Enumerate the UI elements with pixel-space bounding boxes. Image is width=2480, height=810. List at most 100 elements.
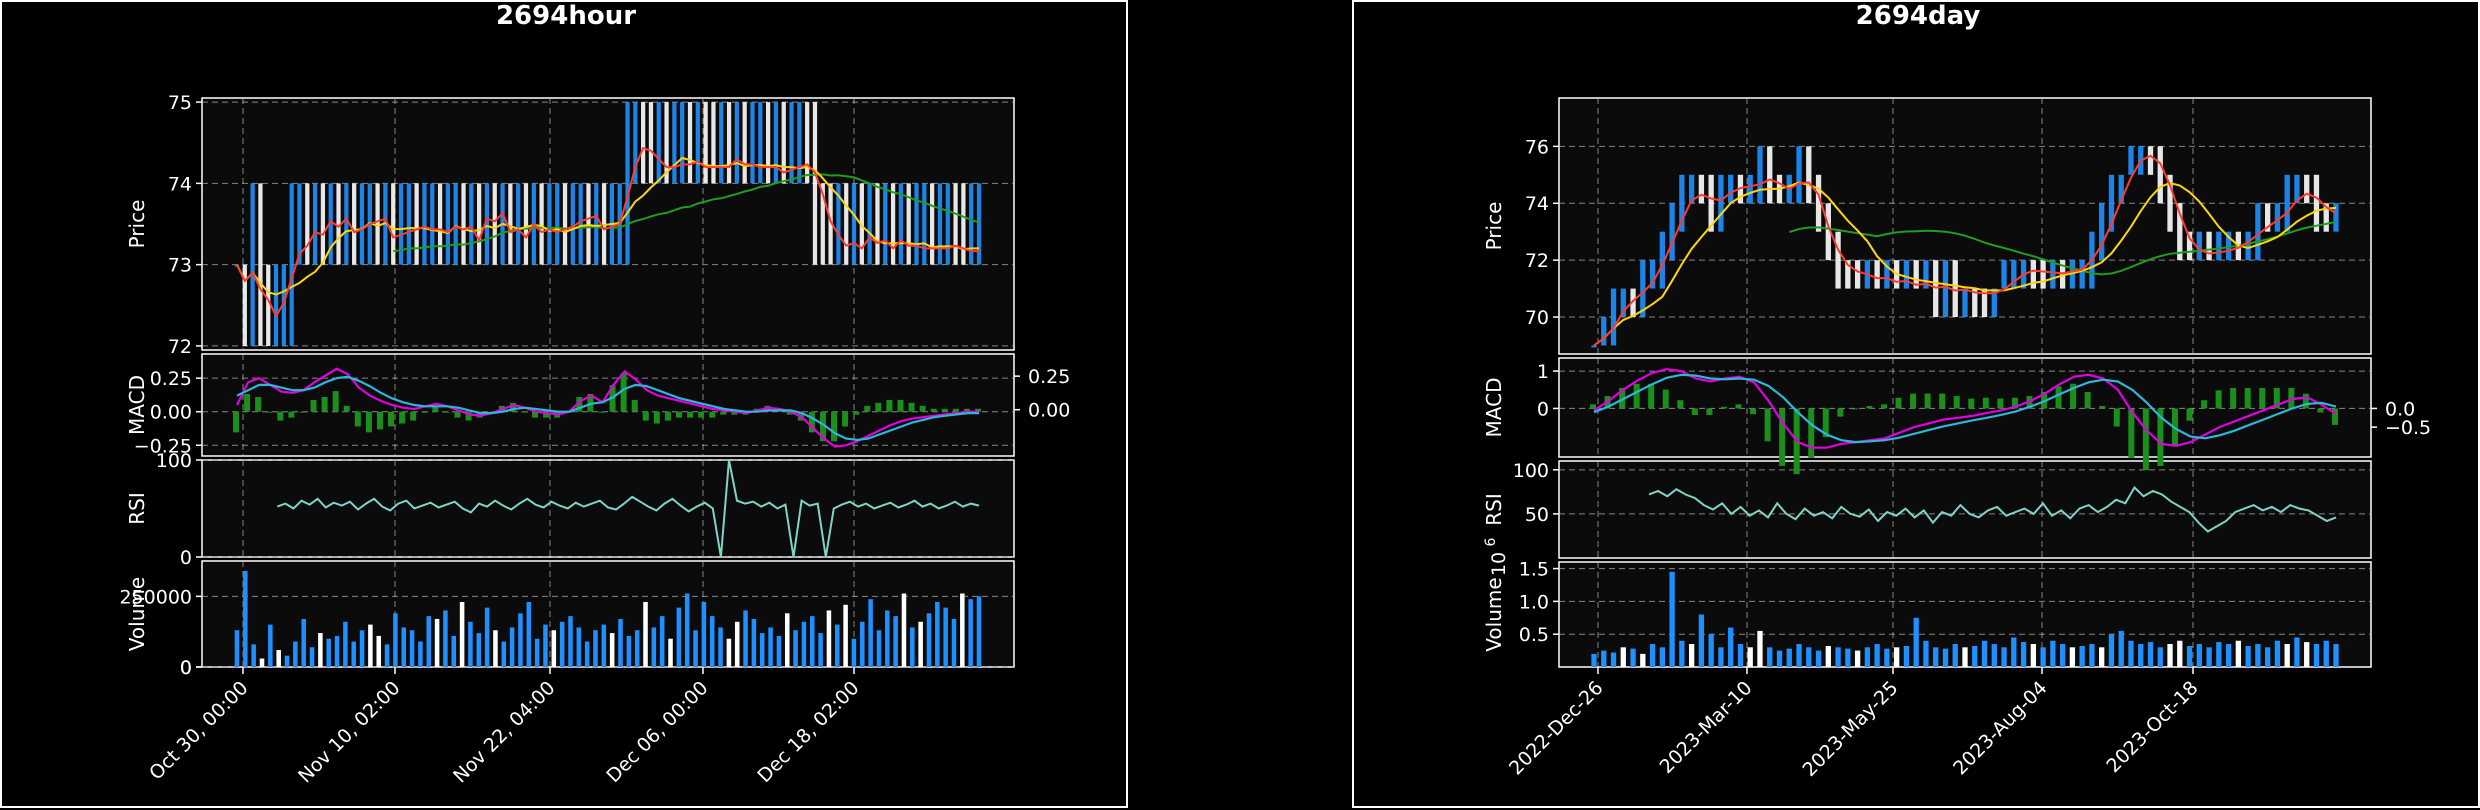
price-candle [922,183,927,265]
macd-histogram-bar [1677,400,1684,409]
volume-bar [576,627,582,667]
price-candle [305,183,310,265]
price-candle [1630,288,1636,318]
macd-histogram-bar [975,408,981,412]
price-candle [1835,231,1841,289]
volume-bar [2196,644,2202,667]
price-candle [398,183,404,265]
macd-right-tick-label: 0.25 [1028,366,1070,388]
volume-bar [943,607,948,667]
macd-histogram-bar [598,411,605,413]
price-candle [320,183,326,265]
volume-bar [1835,647,1841,667]
volume-bar [234,630,240,667]
volume-bar [476,633,482,667]
volume-bar [318,633,323,667]
price-candle [242,264,247,346]
macd-histogram-bar [675,411,682,418]
volume-bar [2177,640,2183,667]
volume-bar [734,621,740,667]
macd-histogram-bar [432,405,439,412]
macd-tick-label: −0.25 [134,435,192,457]
price-candle [2313,174,2320,232]
price-candle [2216,231,2222,261]
price-candle [562,183,568,265]
macd-right-tick-label: −0.5 [2385,417,2431,439]
rsi-line [276,459,980,558]
volume-bar [601,624,607,667]
macd-histogram-bar [1590,404,1596,409]
price-candle [437,183,443,265]
macd-histogram-bar [698,411,705,418]
price-candle [867,183,872,265]
price-candle [1708,174,1714,232]
volume-bar [1942,648,1949,667]
x-tick-label: 2023-Mar-10 [1656,677,1757,778]
price-tick-label: 73 [168,255,192,277]
price-candle [289,183,294,346]
price-candle [477,183,482,265]
volume-bar [860,621,865,667]
macd-histogram-bar [421,411,428,413]
price-candle [516,183,521,265]
figure-title: 2694hour [496,2,636,31]
volume-bar [509,627,515,667]
price-candle [703,102,708,184]
volume-bar [309,647,315,667]
price-candle [1718,174,1724,232]
volume-bar [1845,648,1851,667]
macd-right-tick-label: 0.00 [1028,400,1070,422]
volume-bar [501,641,507,667]
volume-bar [426,616,432,667]
volume-bar [2265,647,2271,667]
macd-histogram-bar [2201,400,2208,409]
volume-bar [701,601,707,667]
macd-histogram-bar [410,411,417,421]
price-candle [2128,146,2134,175]
macd-histogram-bar [2273,387,2280,409]
macd-histogram-bar [332,391,339,412]
macd-histogram-bar [664,411,671,421]
price-candle [812,102,818,265]
macd-histogram-bar [1662,389,1669,409]
price-candle [1728,174,1734,204]
volume-bar [1757,630,1763,667]
price-candle [2177,203,2183,261]
volume-bar [2186,646,2193,667]
price-candle [625,102,630,265]
macd-histogram-bar [520,411,527,413]
volume-bar [559,621,565,667]
macd-histogram-bar [819,411,826,442]
volume-bar [2225,644,2232,667]
macd-histogram-bar [388,411,395,427]
price-candle [312,183,318,265]
volume-bar [1776,650,1783,667]
macd-histogram-bar [864,405,871,412]
macd-histogram-bar [1866,405,1873,409]
volume-bar [1718,647,1724,667]
y-axis-label: Volume [1482,577,1506,651]
volume-bar [659,616,665,667]
volume-bar [2050,640,2056,667]
price-candle [851,183,857,265]
price-candle [969,183,974,265]
price-candle [1903,260,1910,289]
price-candle [328,183,333,265]
price-candle [391,183,396,265]
price-candle [492,183,497,265]
macd-histogram-bar [808,411,815,433]
price-candle [828,183,833,265]
price-candle [641,102,646,184]
price-candle [2274,203,2281,232]
price-candle [789,102,794,184]
macd-histogram-bar [930,408,937,412]
macd-histogram-bar [1982,397,1989,409]
price-candle [2069,260,2076,289]
macd-histogram-bar [1880,404,1887,409]
rsi-line [1648,485,2337,533]
volume-bar [376,635,381,667]
macd-histogram-bar [709,411,716,418]
volume-bar [918,621,923,667]
volume-bar [326,638,331,667]
price-candle [930,183,935,265]
